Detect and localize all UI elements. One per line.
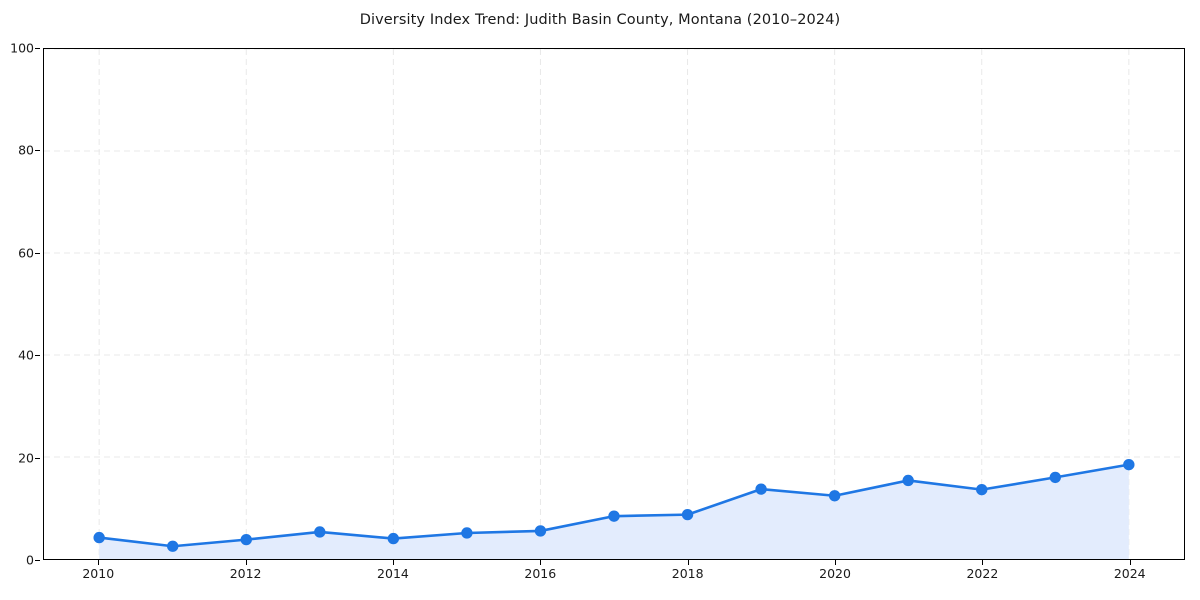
x-axis-tick-mark: [982, 560, 984, 565]
data-point: [1050, 472, 1060, 482]
y-axis-tick-mark: [35, 252, 40, 254]
data-point: [1124, 459, 1134, 469]
line-chart-canvas: [44, 49, 1184, 559]
data-point: [388, 533, 398, 543]
x-axis-tick-labels: 2010 2012 2014 2016 2018 2020 2022 2024: [43, 566, 1185, 590]
y-axis-tick-label: 60: [18, 245, 34, 261]
gridlines: [44, 49, 1184, 457]
x-axis-tick-label: 2020: [819, 566, 851, 581]
y-axis-tick-label: 0: [26, 552, 34, 568]
vertical-gridlines: [99, 49, 1129, 559]
y-axis-tick-mark: [35, 150, 40, 152]
y-axis-tick-mark: [35, 48, 40, 49]
data-point: [462, 528, 472, 538]
y-axis-tick-marks: [0, 48, 43, 561]
y-axis-tick-label: 100: [10, 40, 34, 56]
x-axis-tick-label: 2022: [966, 566, 999, 581]
y-axis-tick-mark: [35, 355, 40, 357]
y-axis-tick-mark: [35, 457, 40, 459]
data-point: [94, 532, 104, 542]
data-point: [682, 509, 692, 519]
y-axis-tick-label: 80: [18, 142, 34, 158]
data-point: [829, 491, 839, 501]
data-point: [609, 511, 619, 521]
data-point: [315, 527, 325, 537]
plot-area: [43, 48, 1185, 560]
data-point: [168, 541, 178, 551]
data-point: [977, 484, 987, 494]
x-axis-tick-mark: [392, 560, 394, 565]
x-axis-tick-label: 2018: [671, 566, 704, 581]
x-axis-tick-mark: [687, 560, 689, 565]
y-axis-tick-label: 40: [18, 347, 34, 363]
data-point: [756, 484, 766, 494]
y-axis-tick-labels: 0 20 40 60 80 100: [0, 41, 34, 568]
data-point: [241, 534, 251, 544]
data-point: [903, 475, 913, 485]
x-axis-tick-marks: [43, 560, 1185, 570]
x-axis-tick-label: 2024: [1113, 566, 1146, 581]
y-axis-tick-label: 20: [18, 450, 34, 466]
x-axis-tick-mark: [98, 560, 100, 565]
x-axis-tick-label: 2014: [377, 566, 409, 581]
x-axis-tick-mark: [540, 560, 542, 565]
x-axis-tick-label: 2016: [524, 566, 557, 581]
data-point: [535, 526, 545, 536]
data-point-markers: [94, 459, 1134, 551]
y-axis-tick-mark: [35, 560, 40, 561]
x-axis-tick-mark: [245, 560, 247, 565]
chart-title: Diversity Index Trend: Judith Basin Coun…: [359, 12, 841, 28]
x-axis-tick-mark: [1129, 560, 1131, 565]
x-axis-tick-label: 2012: [229, 566, 262, 581]
x-axis-tick-mark: [835, 560, 837, 565]
x-axis-tick-label: 2010: [82, 566, 115, 581]
